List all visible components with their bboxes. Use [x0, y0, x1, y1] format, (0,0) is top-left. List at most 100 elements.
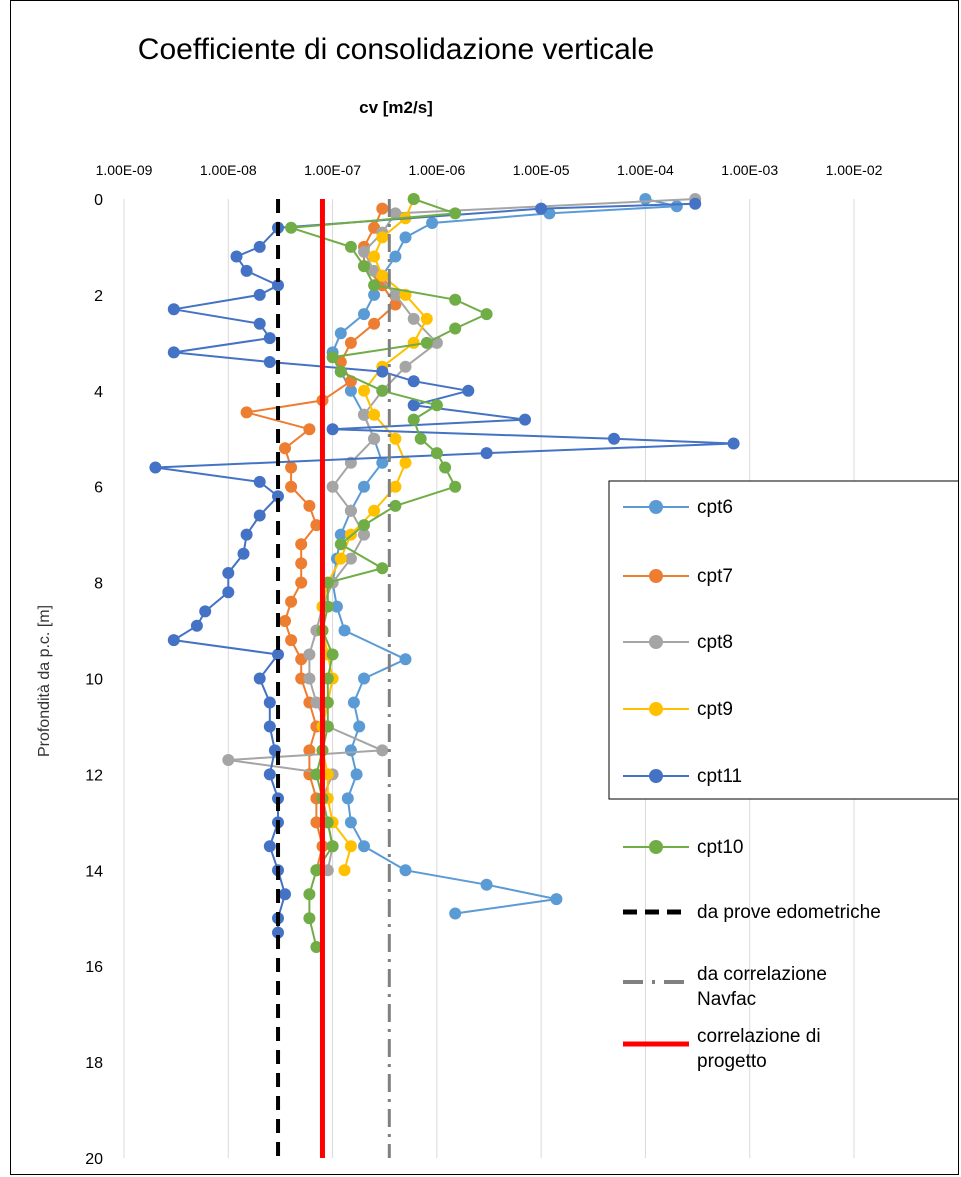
data-point	[358, 672, 370, 685]
data-point	[237, 547, 250, 560]
y-tick-label: 8	[94, 576, 103, 593]
data-point	[310, 768, 323, 781]
legend-marker	[649, 702, 663, 716]
data-point	[295, 576, 308, 589]
legend-label: progetto	[697, 1051, 767, 1072]
data-point	[344, 840, 357, 853]
chart-frame: Coefficiente di consolidazione verticale…	[10, 0, 959, 1175]
data-point	[344, 744, 357, 757]
data-point	[285, 221, 298, 234]
legend-marker	[649, 500, 663, 514]
legend-box	[608, 480, 958, 800]
data-point	[376, 562, 389, 575]
y-tick-label: 12	[85, 767, 103, 784]
data-point	[480, 308, 493, 321]
data-point	[449, 907, 462, 920]
data-point	[285, 480, 298, 493]
legend-marker	[649, 769, 663, 783]
data-point	[149, 461, 162, 474]
data-point	[358, 480, 370, 493]
legend-label: da correlazione	[697, 964, 827, 985]
x-tick-label: 1.00E-06	[408, 162, 465, 178]
data-point	[480, 447, 493, 460]
x-tick-label: 1.00E-02	[826, 162, 883, 178]
data-point	[449, 207, 462, 220]
data-point	[326, 423, 339, 436]
data-point	[368, 317, 381, 330]
data-point	[399, 360, 412, 373]
data-point	[279, 615, 291, 627]
x-tick-label: 1.00E-03	[721, 162, 778, 178]
data-point	[303, 648, 316, 661]
data-point	[368, 432, 381, 445]
data-point	[368, 504, 381, 517]
data-point	[358, 260, 370, 273]
data-point	[376, 365, 389, 378]
data-point	[407, 413, 420, 426]
data-point	[480, 878, 493, 891]
data-point	[376, 231, 389, 244]
data-point	[368, 408, 381, 421]
data-point	[358, 245, 370, 258]
data-point	[670, 200, 683, 213]
legend-label: cpt8	[697, 632, 733, 653]
x-tick-label: 1.00E-04	[617, 162, 674, 178]
data-point	[253, 509, 266, 522]
data-point	[399, 231, 412, 244]
data-point	[285, 595, 298, 608]
data-point	[358, 384, 370, 397]
legend-label: cpt10	[697, 837, 743, 858]
x-tick-label: 1.00E-08	[200, 162, 257, 178]
data-point	[368, 250, 381, 263]
data-point	[303, 672, 316, 685]
data-point	[376, 202, 389, 215]
data-point	[310, 864, 323, 877]
data-point	[279, 442, 291, 455]
y-tick-label: 10	[85, 672, 103, 689]
data-point	[389, 432, 402, 445]
data-point	[347, 696, 360, 709]
data-point	[310, 941, 323, 953]
data-point	[222, 586, 235, 599]
data-point	[334, 552, 347, 565]
data-point	[449, 480, 462, 493]
data-point	[326, 648, 339, 661]
data-point	[230, 250, 243, 263]
data-point	[399, 653, 412, 666]
data-point	[430, 399, 443, 412]
data-point	[350, 768, 363, 781]
data-point	[240, 528, 253, 541]
data-point	[263, 720, 276, 733]
data-point	[344, 336, 357, 349]
data-point	[334, 327, 347, 340]
data-point	[341, 792, 354, 805]
data-point	[407, 312, 420, 325]
data-point	[167, 346, 180, 359]
data-point	[272, 926, 284, 939]
data-point	[376, 744, 389, 757]
legend-marker	[649, 840, 663, 854]
data-point	[263, 696, 276, 709]
data-point	[263, 768, 276, 781]
data-point	[519, 413, 531, 426]
data-point	[253, 317, 266, 330]
data-point	[253, 475, 266, 488]
data-point	[295, 557, 308, 570]
data-point	[420, 336, 433, 349]
legend-marker	[649, 569, 663, 583]
data-point	[376, 456, 389, 469]
data-point	[334, 528, 347, 541]
chart-svg: Coefficiente di consolidazione verticale…	[36, 33, 958, 1168]
data-point	[389, 207, 402, 220]
data-point	[358, 408, 370, 421]
data-point	[344, 384, 357, 397]
data-point	[389, 250, 402, 263]
legend-label: cpt11	[697, 766, 742, 787]
data-point	[310, 816, 323, 829]
data-point	[310, 519, 323, 532]
x-tick-label: 1.00E-07	[304, 162, 361, 178]
data-point	[420, 312, 433, 325]
data-point	[295, 672, 308, 685]
data-point	[358, 528, 370, 541]
data-point	[399, 456, 412, 469]
